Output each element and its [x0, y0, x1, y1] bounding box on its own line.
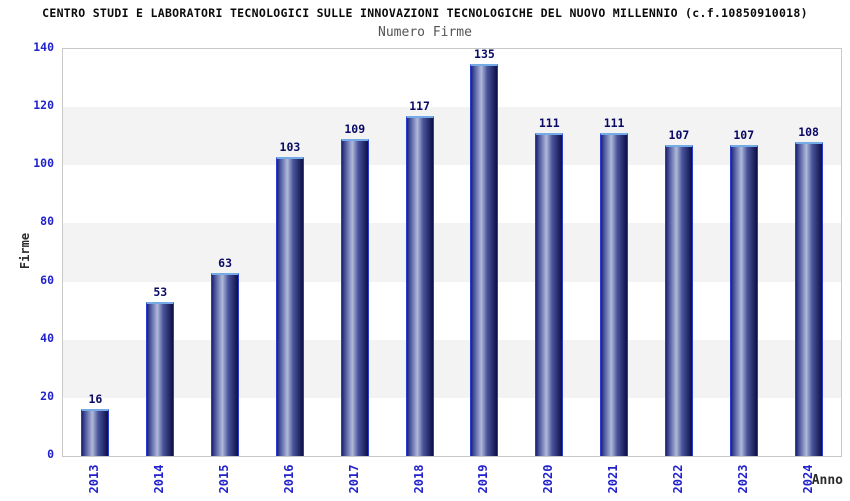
- grid-band: [63, 281, 841, 340]
- grid-band: [63, 339, 841, 398]
- plot-area: 16 53 63 103 109 117 135 111 111 107 107 108: [62, 46, 842, 457]
- bar: [81, 409, 110, 456]
- y-axis-tick-label: 140: [33, 40, 54, 54]
- bar-value-label: 109: [344, 122, 366, 137]
- bar-value-label: 111: [603, 116, 625, 131]
- x-axis-tick-label: 2021: [606, 464, 621, 494]
- y-axis-tick-label: 20: [40, 388, 54, 403]
- y-axis-tick-label: 80: [40, 214, 54, 229]
- bar: [470, 63, 499, 456]
- grid-band: [63, 397, 841, 456]
- bar-value-label: 63: [218, 255, 232, 270]
- bar-value-label: 107: [668, 127, 690, 142]
- x-axis-tick-label: 2019: [476, 464, 491, 494]
- bar-value-label: 111: [538, 116, 560, 131]
- grid-band: [63, 165, 841, 224]
- y-axis-tick-label: 60: [40, 272, 54, 287]
- x-axis-title: Anno: [811, 473, 843, 488]
- x-axis-tick-label: 2015: [217, 464, 232, 494]
- x-axis-tick-label: 2020: [541, 464, 556, 494]
- grid-band: [63, 49, 841, 108]
- grid-band: [63, 107, 841, 166]
- bar: [729, 144, 758, 456]
- chart-title: CENTRO STUDI E LABORATORI TECNOLOGICI SU…: [42, 6, 808, 20]
- x-axis-tick-label: 2023: [735, 464, 750, 494]
- y-axis-tick-label: 0: [47, 447, 54, 461]
- bar-value-label: 117: [409, 98, 430, 113]
- y-axis-tick-label: 40: [40, 330, 54, 345]
- x-axis-tick-label: 2022: [670, 464, 685, 494]
- grid-band: [63, 223, 841, 282]
- bar: [146, 301, 175, 456]
- y-axis-title: Firme: [18, 232, 32, 270]
- bar-value-label: 135: [474, 46, 495, 61]
- x-axis-tick-label: 2016: [281, 464, 296, 494]
- y-axis-tick-label: 120: [33, 98, 54, 113]
- bar: [664, 144, 693, 456]
- y-axis-tick-label: 100: [33, 156, 54, 171]
- bar-value-label: 53: [153, 284, 168, 299]
- x-axis-tick-label: 2014: [152, 464, 167, 494]
- x-axis-tick-label: 2018: [411, 464, 426, 494]
- bar: [211, 272, 240, 456]
- bar: [600, 133, 629, 456]
- bar-value-label: 108: [798, 125, 819, 140]
- bar: [340, 139, 369, 456]
- bar: [275, 156, 304, 456]
- bar: [405, 115, 434, 456]
- bar-value-label: 16: [88, 392, 103, 407]
- bar-value-label: 107: [733, 127, 755, 142]
- bar: [535, 133, 564, 456]
- chart-subtitle: Numero Firme: [378, 25, 472, 40]
- bar-value-label: 103: [279, 139, 301, 154]
- x-axis-tick-label: 2017: [346, 464, 361, 494]
- x-axis-tick-label: 2013: [87, 464, 102, 494]
- bar: [794, 142, 823, 456]
